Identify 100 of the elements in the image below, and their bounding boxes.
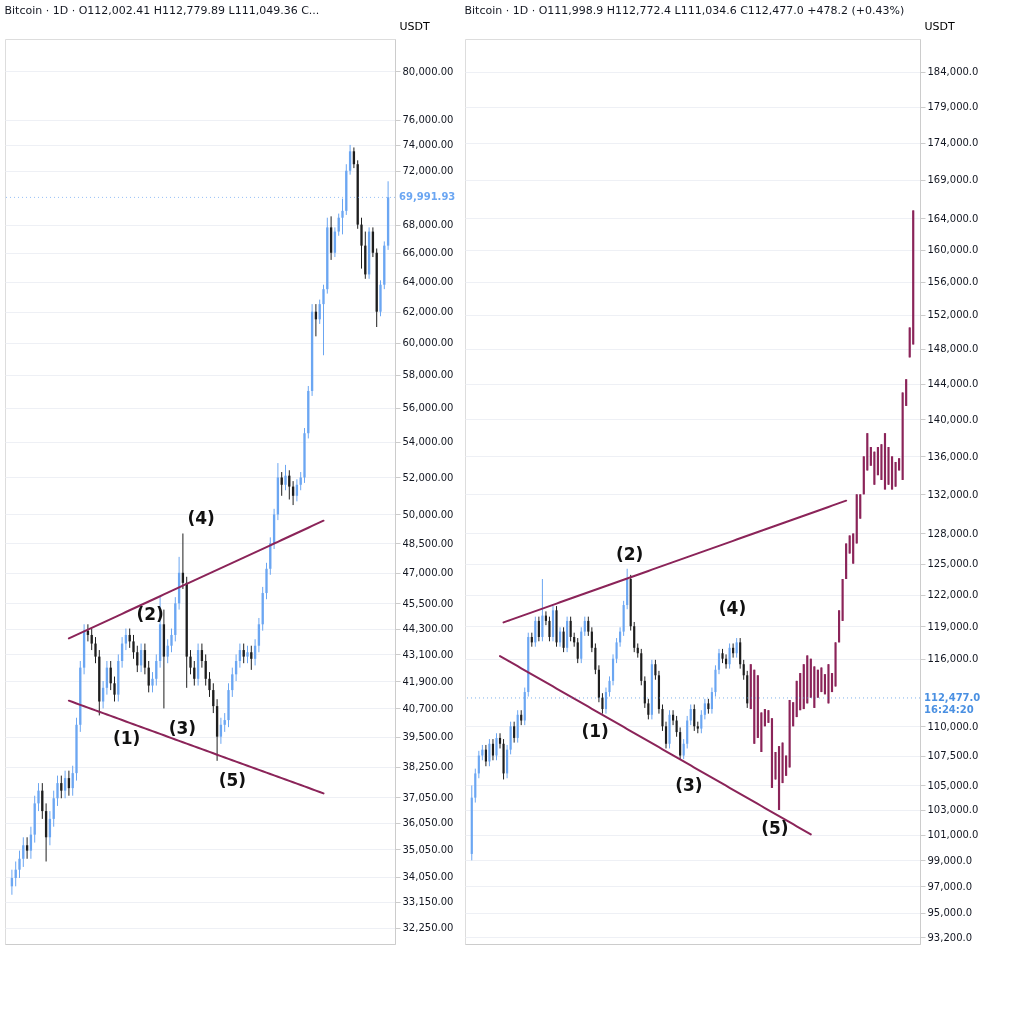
chart-title: Bitcoin · 1D · O111,998.9 H112,772.4 L111,034.6 C112,477.0 +478.2 (+0.43%) (464, 4, 905, 17)
candlestick (537, 616, 540, 642)
y-tick-label: 38,250.00 (402, 761, 454, 773)
candlestick (590, 626, 593, 653)
y-tick-label: 169,000.0 (927, 174, 979, 186)
y-tick-label: 72,000.00 (402, 165, 454, 177)
y-tick-label: 58,000.00 (402, 369, 454, 381)
candlestick (242, 643, 245, 664)
y-tick-label: 36,050.00 (402, 817, 454, 829)
annotation: (3) (675, 774, 703, 795)
y-tick-label: 32,250.00 (402, 922, 454, 934)
y-tick-label: 93,200.0 (927, 931, 973, 943)
candlestick (124, 628, 128, 651)
ref-line-label: 69,991.93 (399, 191, 456, 203)
y-tick-label: 37,050.00 (402, 791, 454, 803)
candlestick (299, 471, 302, 491)
candlestick (94, 636, 97, 664)
y-tick-label: 116,000.0 (927, 653, 979, 665)
y-tick-label: 66,000.00 (402, 247, 454, 259)
y-tick-label: 35,050.00 (402, 843, 454, 855)
candlestick (513, 721, 516, 744)
candlestick (541, 578, 544, 642)
y-tick-label: 136,000.0 (927, 450, 979, 462)
y-tick-label: 140,000.0 (927, 413, 979, 425)
candlestick (735, 637, 738, 659)
y-tick-label: 64,000.00 (402, 276, 454, 288)
line-series (502, 499, 848, 624)
candlestick (488, 738, 491, 767)
candlestick (18, 850, 21, 879)
y-tick-label: 148,000.0 (927, 343, 979, 355)
candlestick (208, 671, 211, 698)
y-axis-title: USDT (924, 19, 955, 33)
y-tick-label: 107,500.0 (927, 750, 979, 762)
y-tick-label: 45,500.00 (402, 597, 454, 609)
y-tick-label: 40,700.00 (402, 702, 454, 714)
candlestick (90, 628, 93, 651)
annotation: (5) (218, 770, 247, 791)
candlestick (63, 770, 67, 799)
candlestick (671, 709, 675, 726)
candlestick (284, 464, 287, 491)
candlestick (587, 616, 590, 637)
candlestick (25, 836, 29, 860)
candlestick (250, 645, 253, 671)
line-series (67, 699, 325, 795)
y-tick-label: 184,000.0 (927, 66, 979, 78)
y-tick-label: 34,050.00 (402, 871, 454, 883)
y-tick-label: 160,000.0 (927, 244, 979, 256)
y-tick-label: 164,000.0 (927, 212, 979, 224)
candlestick (647, 698, 650, 720)
annotation: (4) (187, 507, 215, 528)
annotation: (5) (761, 818, 789, 839)
y-tick-label: 125,000.0 (927, 558, 979, 570)
y-tick-label: 43,100.00 (402, 648, 454, 660)
line-series (499, 655, 812, 836)
candlestick (56, 775, 59, 807)
y-tick-label: 56,000.00 (402, 402, 454, 414)
candlestick (643, 675, 646, 709)
y-tick-label: 152,000.0 (927, 309, 979, 321)
y-tick-label: 179,000.0 (927, 101, 979, 113)
candlestick (223, 712, 226, 733)
y-tick-label: 48,500.00 (402, 537, 454, 549)
candlestick (569, 616, 572, 642)
y-axis-title: USDT (399, 19, 430, 33)
y-tick-label: 60,000.00 (402, 337, 454, 349)
candlestick (151, 671, 154, 693)
y-tick-label: 80,000.00 (402, 65, 454, 77)
ref-line-label: 112,477.0 16:24:20 (924, 691, 981, 715)
annotation: (2) (616, 543, 644, 564)
candlestick (491, 738, 495, 761)
y-tick-label: 62,000.00 (402, 306, 454, 318)
candlestick (742, 659, 745, 681)
candlestick (703, 698, 706, 720)
candlestick (280, 471, 283, 497)
y-tick-label: 33,150.00 (402, 896, 454, 908)
candlestick (689, 704, 692, 726)
candlestick (739, 637, 742, 670)
candlestick (576, 637, 579, 664)
y-tick-label: 52,000.00 (402, 471, 454, 483)
y-tick-label: 174,000.0 (927, 137, 979, 149)
candlestick (113, 676, 116, 703)
y-tick-label: 97,000.0 (927, 880, 973, 892)
y-tick-label: 132,000.0 (927, 488, 979, 500)
chart-title: Bitcoin · 1D · O112,002.41 H112,779.89 L111,049.36 C... (4, 4, 320, 17)
annotation: (2) (136, 604, 164, 625)
y-tick-label: 101,000.0 (927, 829, 979, 841)
candlestick (132, 634, 135, 660)
candlestick (682, 738, 685, 760)
y-tick-label: 144,000.0 (927, 378, 979, 390)
candlestick (495, 732, 498, 761)
candlestick (562, 626, 565, 653)
candlestick (516, 709, 519, 744)
candlestick (700, 709, 703, 734)
y-tick-label: 156,000.0 (927, 276, 979, 288)
candlestick (37, 782, 40, 812)
y-tick-label: 119,000.0 (927, 620, 979, 632)
candlestick (360, 217, 363, 270)
y-tick-label: 74,000.00 (402, 139, 454, 151)
y-tick-label: 76,000.00 (402, 114, 454, 126)
y-tick-label: 105,000.0 (927, 779, 979, 791)
candlestick (189, 649, 192, 675)
